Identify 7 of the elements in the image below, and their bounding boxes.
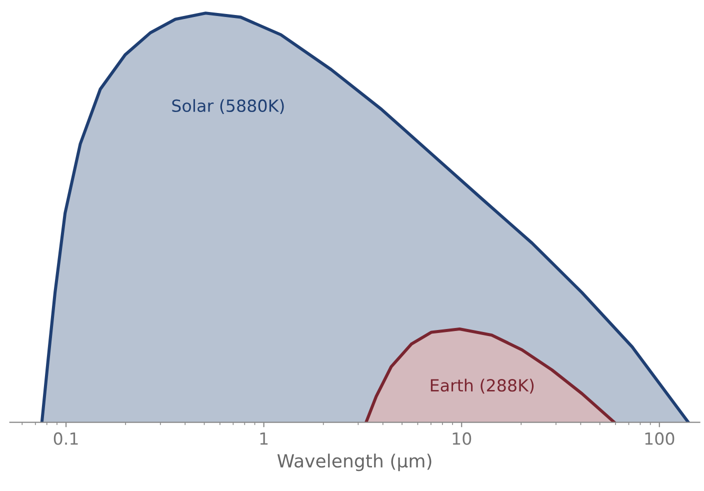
series-label: Earth (288K): [430, 378, 534, 394]
x-axis-title: Wavelength (µm): [277, 454, 432, 472]
x-tick-label: 0.1: [54, 432, 78, 445]
x-tick-label: 10: [452, 432, 472, 445]
series-label: Solar (5880K): [172, 99, 284, 114]
x-tick-label: 1: [260, 432, 268, 445]
x-tick-label: 100: [645, 432, 674, 445]
